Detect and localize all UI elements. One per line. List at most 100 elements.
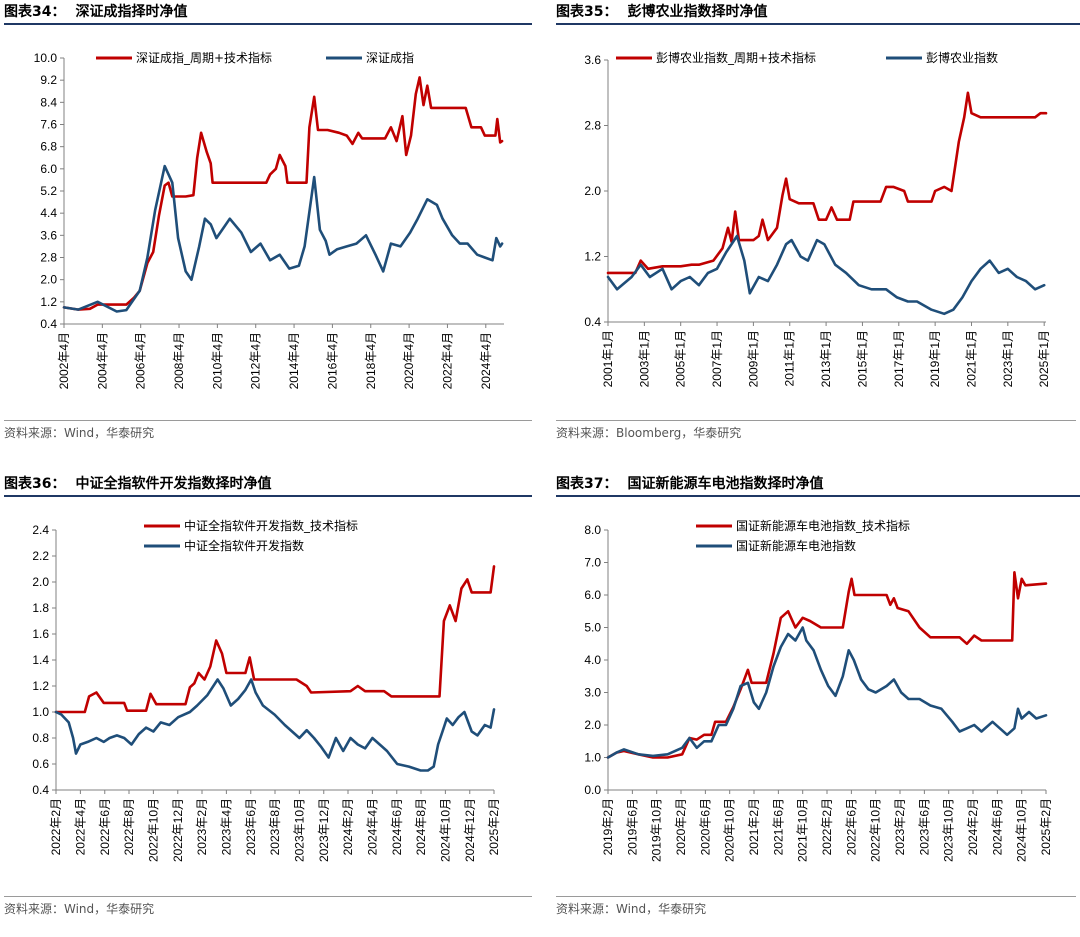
x-tick-label: 2005年1月 (674, 330, 688, 387)
x-tick-label: 2022年6月 (98, 798, 112, 855)
x-tick-label: 2024年2月 (966, 798, 980, 855)
x-tick-label: 2020年6月 (698, 798, 712, 855)
x-tick-label: 2021年2月 (747, 798, 761, 855)
panel-title: 图表35： 彭博农业指数择时净值 (556, 2, 1080, 25)
x-tick-label: 2020年2月 (674, 798, 688, 855)
chart-panel-36: 图表36： 中证全指软件开发指数择时净值 0.4 0.6 0.8 1.0 1.2 1.4 1.… (4, 472, 534, 932)
y-tick-label: 0.4 (584, 315, 601, 329)
x-tick-label: 2022年8月 (122, 798, 136, 855)
chart-panel-37: 图表37： 国证新能源车电池指数择时净值 0.0 1.0 2.0 3.0 4.0 5.0 6.… (556, 472, 1080, 932)
x-tick-label: 2021年6月 (771, 798, 785, 855)
x-tick-label: 2024年10月 (438, 798, 452, 862)
y-tick-label: 3.6 (584, 53, 601, 67)
y-tick-label: 2.0 (584, 718, 601, 732)
y-tick-label: 3.0 (584, 686, 601, 700)
y-tick-label: 10.0 (34, 51, 58, 65)
line-chart: 0.4 1.2 2.0 2.8 3.6 4.4 5.2 6.0 6.8 7.6 8.4 9.2 10.0… (34, 50, 504, 389)
chart-title: 中证全指软件开发指数择时净值 (75, 476, 272, 492)
y-tick-label: 0.8 (32, 731, 49, 745)
x-tick-label: 2021年1月 (964, 330, 978, 387)
y-tick-label: 0.0 (584, 783, 601, 797)
chart-title: 深证成指择时净值 (75, 4, 188, 20)
figure-label: 图表34： (4, 4, 66, 20)
y-tick-label: 2.8 (40, 251, 57, 265)
line-chart: 0.4 1.2 2.0 2.8 3.6 2001年1月 2003年1月 2005年1月 2007… (584, 50, 1051, 387)
x-tick-label: 2023年6月 (244, 798, 258, 855)
x-tick-label: 2008年4月 (172, 332, 186, 389)
x-tick-label: 2002年4月 (57, 332, 71, 389)
x-tick-label: 2024年8月 (414, 798, 428, 855)
y-tick-label: 5.2 (40, 184, 57, 198)
x-tick-label: 2022年6月 (844, 798, 858, 855)
legend-label: 深证成指 (366, 50, 414, 65)
y-tick-label: 2.2 (32, 549, 49, 563)
series-line-index (606, 626, 1048, 759)
figure-label: 图表36： (4, 476, 66, 492)
y-tick-label: 4.4 (40, 206, 57, 220)
x-tick-label: 2024年12月 (463, 798, 477, 862)
y-tick-label: 6.8 (40, 140, 57, 154)
y-tick-label: 1.6 (32, 627, 49, 641)
x-tick-label: 2021年10月 (796, 798, 810, 862)
legend-label: 中证全指软件开发指数_技术指标 (184, 518, 358, 533)
x-tick-label: 2019年10月 (650, 798, 664, 862)
x-tick-label: 2023年2月 (893, 798, 907, 855)
series-line-strategy (62, 76, 504, 311)
x-tick-label: 2006年4月 (134, 332, 148, 389)
series-line-index (606, 234, 1046, 316)
line-chart: 0.0 1.0 2.0 3.0 4.0 5.0 6.0 7.0 8.0 2019年2月 2019年6… (584, 518, 1053, 862)
chart-panel-35: 图表35： 彭博农业指数择时净值 0.4 1.2 2.0 2.8 3.6 2001年1月 20… (556, 0, 1080, 460)
figure-label: 图表37： (556, 476, 618, 492)
x-tick-label: 2024年2月 (341, 798, 355, 855)
x-tick-label: 2015年1月 (855, 330, 869, 387)
y-tick-label: 5.0 (584, 621, 601, 635)
y-tick-label: 1.0 (584, 751, 601, 765)
x-tick-label: 2019年6月 (625, 798, 639, 855)
y-tick-label: 0.4 (32, 783, 49, 797)
x-tick-label: 2024年6月 (990, 798, 1004, 855)
panel-title: 图表36： 中证全指软件开发指数择时净值 (4, 474, 532, 497)
x-tick-label: 2024年6月 (390, 798, 404, 855)
y-tick-label: 8.4 (40, 95, 57, 109)
series-line-index (62, 164, 504, 313)
x-tick-label: 2022年12月 (171, 798, 185, 862)
legend-label: 深证成指_周期+技术指标 (136, 50, 272, 65)
x-tick-label: 2025年1月 (1037, 330, 1051, 387)
y-tick-label: 1.4 (32, 653, 49, 667)
x-tick-label: 2023年12月 (317, 798, 331, 862)
y-tick-label: 1.2 (40, 295, 57, 309)
x-tick-label: 2022年2月 (820, 798, 834, 855)
y-tick-label: 8.0 (584, 523, 601, 537)
y-tick-label: 2.4 (32, 523, 49, 537)
x-tick-label: 2010年4月 (210, 332, 224, 389)
y-tick-label: 0.4 (40, 317, 57, 331)
x-tick-label: 2009年1月 (746, 330, 760, 387)
y-tick-label: 0.6 (32, 757, 49, 771)
x-tick-label: 2024年4月 (479, 332, 493, 389)
x-tick-label: 2007年1月 (710, 330, 724, 387)
panel-title: 图表37： 国证新能源车电池指数择时净值 (556, 474, 1080, 497)
x-tick-label: 2024年10月 (1015, 798, 1029, 862)
x-tick-label: 2023年2月 (195, 798, 209, 855)
x-tick-label: 2016年4月 (325, 332, 339, 389)
x-tick-label: 2023年8月 (268, 798, 282, 855)
x-tick-label: 2020年10月 (723, 798, 737, 862)
x-tick-label: 2013年1月 (819, 330, 833, 387)
x-tick-label: 2023年4月 (219, 798, 233, 855)
y-tick-label: 2.0 (40, 273, 57, 287)
legend-label: 彭博农业指数_周期+技术指标 (656, 50, 816, 65)
line-chart: 0.4 0.6 0.8 1.0 1.2 1.4 1.6 1.8 2.0 2.2 2.4 2022年2月… (32, 518, 501, 862)
y-tick-label: 7.6 (40, 118, 57, 132)
series-line-strategy (54, 565, 496, 714)
legend-label: 彭博农业指数 (926, 50, 998, 65)
y-tick-label: 9.2 (40, 73, 57, 87)
y-tick-label: 6.0 (584, 588, 601, 602)
series-line-strategy (606, 571, 1048, 759)
x-tick-label: 2025年2月 (1039, 798, 1053, 855)
x-tick-label: 2018年4月 (364, 332, 378, 389)
x-tick-label: 2012年4月 (249, 332, 263, 389)
x-tick-label: 2001年1月 (601, 330, 615, 387)
chart-title: 彭博农业指数择时净值 (627, 4, 768, 20)
x-tick-label: 2019年2月 (601, 798, 615, 855)
legend-label: 国证新能源车电池指数_技术指标 (736, 518, 910, 533)
